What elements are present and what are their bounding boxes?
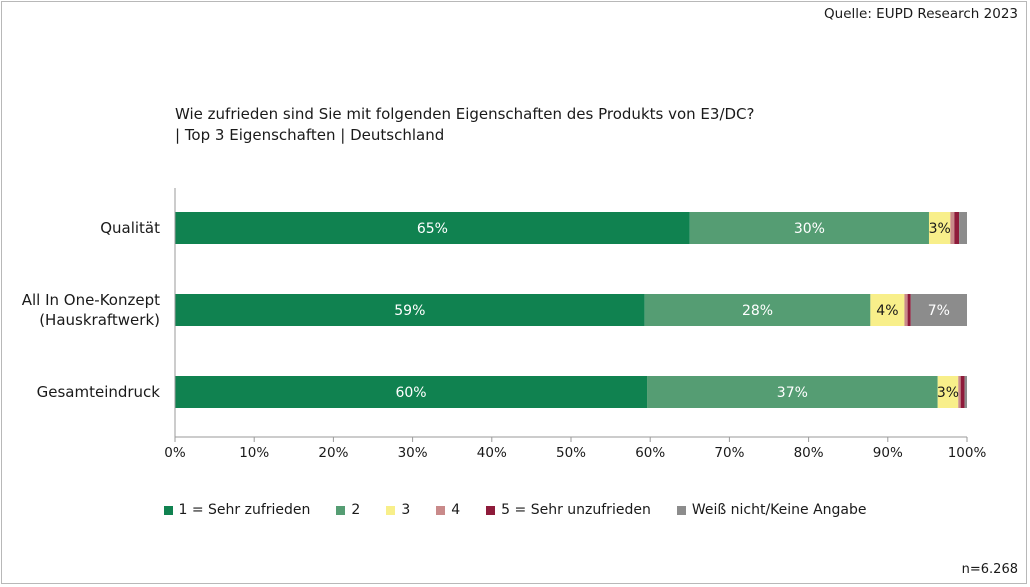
legend-item: Weiß nicht/Keine Angabe <box>676 502 867 518</box>
chart-title: Wie zufrieden sind Sie mit folgenden Eig… <box>175 104 754 146</box>
legend-label: Weiß nicht/Keine Angabe <box>691 502 867 518</box>
x-tick-label: 100% <box>948 445 987 461</box>
data-label: 7% <box>928 303 950 319</box>
source-label: Quelle: EUPD Research 2023 <box>824 6 1018 22</box>
legend-swatch <box>163 505 173 515</box>
legend-item: 5 = Sehr unzufrieden <box>486 502 651 518</box>
x-tick-label: 70% <box>714 445 744 461</box>
data-label: 65% <box>417 221 448 237</box>
bar-segment <box>959 212 967 244</box>
bar-segment <box>910 294 967 326</box>
chart-title-line-1: Wie zufrieden sind Sie mit folgenden Eig… <box>175 105 755 123</box>
legend-item: 1 = Sehr zufrieden <box>163 502 311 518</box>
sample-size-label: n=6.268 <box>961 562 1018 577</box>
bar-segment <box>870 294 905 326</box>
x-tick-label: 10% <box>239 445 269 461</box>
bar-segment <box>175 212 690 244</box>
bar-segment <box>958 376 961 408</box>
data-label: 28% <box>742 303 773 319</box>
bar-segment <box>907 294 911 326</box>
bar-segment <box>937 376 959 408</box>
x-tick-label: 90% <box>873 445 903 461</box>
category-label: (Hauskraftwerk) <box>39 311 160 329</box>
bar-segment <box>964 376 967 408</box>
x-tick-label: 0% <box>164 445 186 461</box>
legend-item: 4 <box>436 502 460 518</box>
data-label: 3% <box>929 221 951 237</box>
data-label: 30% <box>794 221 825 237</box>
legend-item: 2 <box>336 502 360 518</box>
legend-label: 2 <box>351 502 361 518</box>
legend-label: 3 <box>401 502 411 518</box>
bar-segment <box>175 294 645 326</box>
category-label: Qualität <box>100 219 160 237</box>
x-tick-label: 30% <box>398 445 428 461</box>
bar-segment <box>644 294 871 326</box>
legend-swatch <box>386 505 396 515</box>
data-label: 59% <box>394 303 425 319</box>
bar-segment <box>954 212 960 244</box>
x-tick-label: 20% <box>318 445 348 461</box>
data-label: 4% <box>876 303 898 319</box>
x-tick-label: 80% <box>794 445 824 461</box>
data-label: 60% <box>395 385 426 401</box>
chart-title-line-2: | Top 3 Eigenschaften | Deutschland <box>175 126 445 144</box>
legend-label: 1 = Sehr zufrieden <box>178 502 311 518</box>
data-label: 3% <box>937 385 959 401</box>
category-label: Gesamteindruck <box>37 383 161 401</box>
legend-label: 4 <box>451 502 461 518</box>
x-tick-label: 50% <box>556 445 586 461</box>
bar-segment <box>950 212 955 244</box>
legend-swatch <box>486 505 496 515</box>
legend-item: 3 <box>386 502 410 518</box>
bar-segment <box>960 376 965 408</box>
legend-swatch <box>676 505 686 515</box>
category-label: All In One-Konzept <box>22 291 160 309</box>
bar-segment <box>904 294 908 326</box>
x-tick-label: 40% <box>477 445 507 461</box>
bar-segment <box>647 376 938 408</box>
legend-label: 5 = Sehr unzufrieden <box>501 502 651 518</box>
bar-segment <box>175 376 648 408</box>
legend-swatch <box>436 505 446 515</box>
bar-segment <box>689 212 929 244</box>
x-tick-label: 60% <box>635 445 665 461</box>
bar-segment <box>928 212 951 244</box>
legend: 1 = Sehr zufrieden 2 3 4 5 = Sehr unzufriede… <box>0 502 1030 518</box>
data-label: 37% <box>777 385 808 401</box>
legend-swatch <box>336 505 346 515</box>
